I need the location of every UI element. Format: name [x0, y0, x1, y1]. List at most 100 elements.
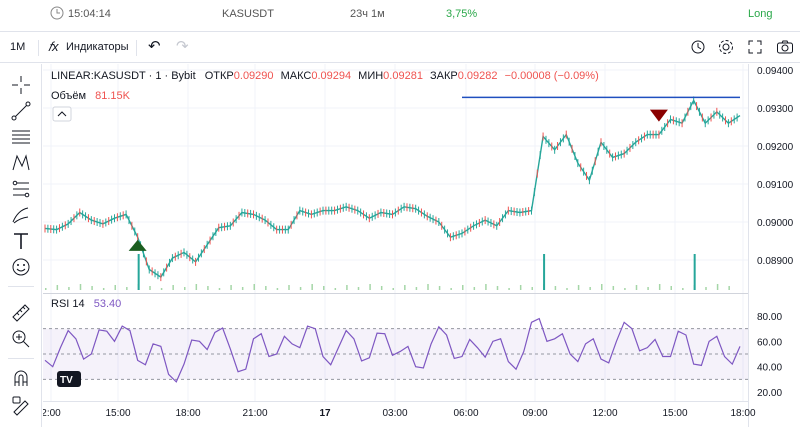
volume-bar	[79, 284, 82, 290]
volume-bar	[670, 286, 672, 290]
redo-icon[interactable]: ↷	[176, 38, 189, 55]
time-tick-label: 21:00	[242, 408, 267, 419]
volume-bar	[450, 288, 452, 290]
chart-toolbar: 1M 𝑓x Индикаторы ↶ ↷	[0, 31, 800, 63]
volume-bar	[380, 286, 383, 290]
ruler-icon[interactable]	[10, 302, 32, 324]
text-icon[interactable]	[10, 230, 32, 252]
volume-bar	[438, 286, 441, 290]
volume-bar	[508, 288, 510, 290]
lock-pencil-icon[interactable]	[10, 394, 32, 416]
replay-clock-icon[interactable]	[690, 32, 706, 62]
buy-marker	[128, 239, 147, 251]
volume-bar	[253, 284, 255, 290]
gear-icon[interactable]	[718, 32, 734, 62]
rsi-label: RSI 14	[51, 298, 85, 310]
divider	[38, 40, 39, 56]
volume-bar	[566, 288, 568, 290]
volume-bar	[554, 286, 557, 290]
volume-bar	[149, 286, 151, 290]
fx-icon: 𝑓x	[48, 39, 59, 54]
volume-bar	[265, 286, 267, 290]
time-tick-label: 12:00	[592, 408, 617, 419]
price-tick-label: 0.09100	[757, 180, 794, 191]
price-tick-label: 0.09300	[757, 104, 794, 115]
price-chart[interactable]: 0.09400 0.09300 0.09200 0.09100 0.09000 0.089…	[41, 64, 800, 427]
zoom-in-icon[interactable]	[10, 328, 32, 350]
volume-bar	[601, 284, 603, 290]
indicators-button[interactable]: Индикаторы	[66, 41, 129, 53]
volume-bar	[404, 285, 406, 290]
volume-bar	[334, 288, 337, 290]
price-tick-label: 0.09400	[757, 66, 794, 77]
close-value: 0.09282	[458, 70, 498, 82]
trendline-icon[interactable]	[10, 100, 32, 122]
rsi-tick-label: 20.00	[757, 388, 782, 399]
interval-button[interactable]: 1M	[10, 41, 26, 53]
time-tick-label: 2:00	[43, 408, 61, 419]
volume-bar	[392, 288, 394, 290]
emoji-icon[interactable]	[10, 256, 32, 278]
volume-bar	[346, 285, 348, 290]
collapse-button[interactable]	[52, 106, 72, 122]
high-value: 0.09294	[311, 70, 351, 82]
volume-bar	[102, 288, 105, 290]
volume-bar	[635, 285, 638, 290]
rsi-line	[44, 317, 741, 383]
volume-bar	[728, 286, 730, 290]
undo-icon[interactable]: ↶	[148, 38, 161, 55]
volume-bar	[160, 288, 163, 290]
volume-bar	[705, 287, 707, 290]
symbol-title: LINEAR:KASUSDT · 1 · Bybit	[51, 70, 196, 82]
price-tick-label: 0.08900	[757, 256, 794, 267]
camera-icon[interactable]	[776, 32, 794, 62]
volume-bar	[369, 284, 371, 290]
open-label: ОТКР	[205, 70, 234, 82]
volume-bar	[126, 287, 128, 290]
time-tick-label: 18:00	[730, 408, 755, 419]
volume-bar	[45, 288, 47, 290]
volume-bar	[612, 286, 615, 290]
volume-bar	[716, 284, 719, 290]
high-label: МАКС	[281, 70, 312, 82]
time-tick-label: 15:00	[105, 408, 130, 419]
projection-icon[interactable]	[10, 178, 32, 200]
low-value: 0.09281	[383, 70, 423, 82]
volume-spike	[137, 254, 140, 290]
sell-marker	[649, 109, 668, 122]
volume-bar	[624, 288, 626, 290]
chart-area[interactable]: 0.09400 0.09300 0.09200 0.09100 0.09000 0.089…	[41, 64, 800, 427]
close-label: ЗАКР	[430, 70, 458, 82]
magnet-icon[interactable]	[10, 368, 32, 390]
fib-icon[interactable]	[10, 126, 32, 148]
time-axis: 2:00 15:00 18:00 21:00 17 03:00 06:00 09:00 12:0…	[41, 408, 756, 419]
volume-bar	[415, 287, 418, 290]
volume-bar	[299, 287, 302, 290]
volume-bar	[91, 286, 93, 290]
change-value: −0.00008 (−0.09%)	[505, 70, 599, 82]
divider	[8, 286, 34, 287]
volume-bar	[496, 286, 499, 290]
duration-text: 23ч 1м	[350, 8, 385, 20]
trade-status-bar: 15:04:14 KASUSDT 23ч 1м 3,75% Long	[0, 0, 800, 30]
volume-legend: Объём 81.15K	[51, 90, 131, 102]
rsi-legend: RSI 14 53.40	[51, 298, 121, 310]
volume-bar	[531, 287, 533, 290]
volume-bar	[218, 288, 221, 290]
rsi-series	[44, 317, 741, 383]
legend-line: LINEAR:KASUSDT · 1 · Bybit ОТКР0.09290 М…	[51, 70, 599, 82]
volume-bar	[184, 287, 186, 290]
rsi-axis: 80.00 60.00 40.00 20.00	[757, 312, 782, 399]
brush-icon[interactable]	[10, 204, 32, 226]
open-value: 0.09290	[234, 70, 274, 82]
fullscreen-icon[interactable]	[747, 32, 763, 62]
volume-bar	[577, 285, 580, 290]
crosshair-icon[interactable]	[10, 74, 32, 96]
price-series	[44, 96, 741, 282]
time-tick-label: 18:00	[175, 408, 200, 419]
volume-bar	[207, 286, 209, 290]
pattern-icon[interactable]	[10, 152, 32, 174]
price-tick-label: 0.09200	[757, 142, 794, 153]
chart-grid	[43, 64, 748, 401]
time-tick-label: 17	[319, 408, 331, 419]
